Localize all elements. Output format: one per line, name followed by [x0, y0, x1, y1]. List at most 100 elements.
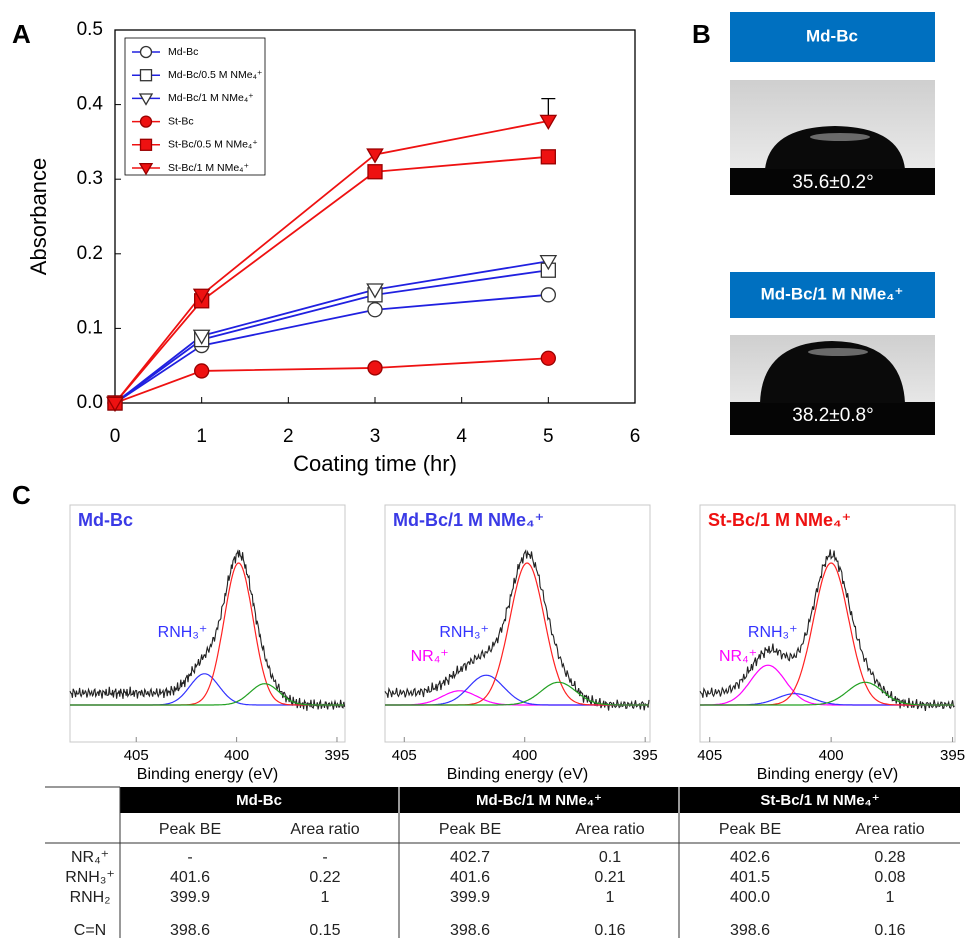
x-tick-label: 405: [697, 747, 722, 764]
series-line: [114, 120, 549, 404]
image-label: Md-Bc/1 M NMe₄⁺: [761, 284, 904, 303]
table-cell: 400.0: [730, 889, 770, 906]
x-tick-label: 5: [543, 426, 554, 447]
table-cell: 1: [886, 889, 895, 906]
peak-annotation: NR₄⁺: [719, 648, 757, 665]
table-cell: 1: [321, 889, 330, 906]
x-tick-label: 400: [224, 747, 249, 764]
marker: [192, 329, 211, 345]
table-row-label: NR₄⁺: [71, 849, 109, 866]
droplet-image: [730, 335, 935, 435]
legend-label: Md-Bc: [168, 46, 198, 58]
x-axis-label: Binding energy (eV): [137, 766, 278, 783]
legend-label: St-Bc/0.5 M NMe₄⁺: [168, 139, 258, 151]
y-tick-label: 0.2: [77, 243, 103, 264]
y-tick-label: 0.1: [77, 317, 103, 338]
table-group-header: Md-Bc/1 M NMe₄⁺: [476, 792, 602, 809]
table-column-header: Area ratio: [855, 821, 924, 838]
table-cell: 1: [606, 889, 615, 906]
marker: [540, 350, 556, 366]
y-tick-label: 0.3: [77, 168, 103, 189]
fit-component: [700, 681, 954, 706]
marker: [138, 93, 154, 106]
spectrum-title: Md-Bc: [78, 510, 133, 530]
marker: [539, 255, 558, 271]
table-header-cell: [120, 787, 398, 813]
x-axis-label: Binding energy (eV): [757, 766, 898, 783]
table-cell: 0.22: [309, 869, 340, 886]
legend-box: [124, 37, 266, 176]
marker: [367, 164, 383, 180]
marker: [367, 302, 383, 318]
measured-trace: [384, 549, 650, 711]
table-group-header: St-Bc/1 M NMe₄⁺: [760, 792, 879, 809]
table-row-label: RNH₂: [70, 889, 111, 906]
series-line: [114, 293, 549, 404]
marker: [139, 69, 153, 82]
legend-label: Md-Bc/0.5 M NMe₄⁺: [168, 69, 262, 81]
panel-label: C: [12, 480, 31, 510]
marker: [106, 396, 124, 412]
marker: [366, 148, 384, 164]
legend-label: St-Bc/1 M NMe₄⁺: [168, 162, 249, 174]
x-tick-label: 3: [370, 426, 381, 447]
table-cell: 399.9: [450, 889, 490, 906]
fit-component: [385, 562, 649, 706]
table-cell: -: [322, 849, 327, 866]
x-tick-label: 405: [392, 747, 417, 764]
x-tick-label: 395: [633, 747, 658, 764]
x-axis-label: Coating time (hr): [293, 451, 457, 476]
measured-trace: [699, 549, 955, 711]
fit-component: [385, 681, 649, 706]
table-cell: 0.21: [594, 869, 625, 886]
marker: [194, 363, 210, 379]
table-cell: 398.6: [730, 922, 770, 938]
table-cell: 0.1: [599, 849, 621, 866]
table-row-label: C=N: [74, 922, 106, 938]
table-cell: 398.6: [170, 922, 210, 938]
table-cell: 0.16: [594, 922, 625, 938]
image-label: Md-Bc: [806, 26, 858, 45]
table-cell: 401.5: [730, 869, 770, 886]
y-tick-label: 0.5: [77, 19, 103, 40]
table-cell: 0.28: [874, 849, 905, 866]
plot-frame: [384, 504, 651, 743]
table-cell: 398.6: [450, 922, 490, 938]
x-axis-label: Binding energy (eV): [447, 766, 588, 783]
marker: [540, 149, 556, 165]
table-column-header: Peak BE: [719, 821, 781, 838]
series-line: [114, 260, 549, 404]
x-tick-label: 1: [196, 426, 207, 447]
table-cell: 0.15: [309, 922, 340, 938]
panel-label: A: [12, 19, 31, 49]
peak-annotation: RNH₃⁺: [748, 624, 798, 641]
y-axis-label: Absorbance: [26, 158, 51, 275]
x-tick-label: 0: [110, 426, 121, 447]
table-header-cell: [400, 787, 678, 813]
table-column-header: Area ratio: [575, 821, 644, 838]
panel-label: B: [692, 19, 711, 49]
series-line: [114, 269, 549, 404]
table-cell: 401.6: [170, 869, 210, 886]
spectrum-title: St-Bc/1 M NMe₄⁺: [708, 510, 851, 530]
marker: [367, 360, 383, 376]
marker: [139, 45, 153, 59]
table-cell: 399.9: [170, 889, 210, 906]
table-header-cell: [680, 787, 960, 813]
table-cell: 402.7: [450, 849, 490, 866]
marker: [139, 115, 153, 128]
table-column-header: Peak BE: [159, 821, 221, 838]
y-tick-label: 0.0: [77, 392, 103, 413]
header-bar: [730, 272, 935, 318]
x-tick-label: 395: [940, 747, 965, 764]
x-tick-label: 400: [819, 747, 844, 764]
x-tick-label: 6: [630, 426, 641, 447]
table-column-header: Peak BE: [439, 821, 501, 838]
x-tick-label: 4: [456, 426, 467, 447]
marker: [540, 287, 556, 303]
legend-label: St-Bc: [168, 115, 194, 127]
contact-angle: 38.2±0.8°: [792, 405, 873, 426]
marker: [192, 288, 211, 304]
